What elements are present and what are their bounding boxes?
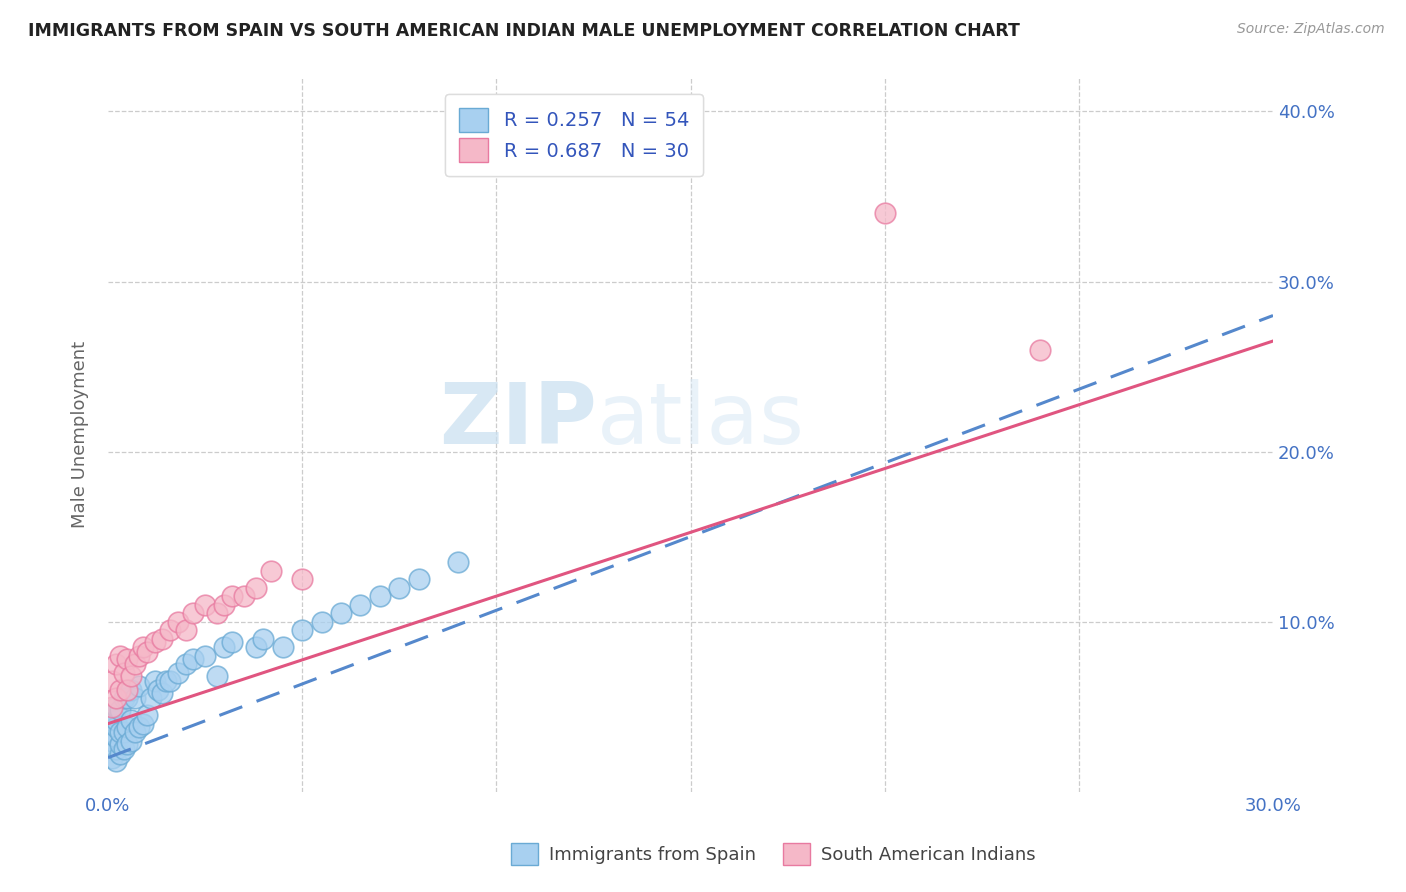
Point xyxy=(117,720,139,734)
Point xyxy=(330,606,353,620)
Point xyxy=(150,686,173,700)
Point xyxy=(205,669,228,683)
Legend: R = 0.257   N = 54, R = 0.687   N = 30: R = 0.257 N = 54, R = 0.687 N = 30 xyxy=(446,95,703,176)
Point xyxy=(128,720,150,734)
Point xyxy=(132,716,155,731)
Point xyxy=(112,742,135,756)
Point xyxy=(117,691,139,706)
Point xyxy=(232,589,254,603)
Point xyxy=(159,623,181,637)
Point xyxy=(124,691,146,706)
Point xyxy=(124,657,146,672)
Point xyxy=(349,598,371,612)
Point xyxy=(128,679,150,693)
Point xyxy=(148,682,170,697)
Point xyxy=(117,652,139,666)
Point xyxy=(214,640,236,655)
Point xyxy=(117,682,139,697)
Point xyxy=(135,645,157,659)
Point xyxy=(252,632,274,646)
Point xyxy=(221,635,243,649)
Point xyxy=(120,669,142,683)
Point xyxy=(174,623,197,637)
Point xyxy=(104,713,127,727)
Point xyxy=(143,674,166,689)
Point xyxy=(260,564,283,578)
Point xyxy=(108,725,131,739)
Point xyxy=(139,691,162,706)
Text: ZIP: ZIP xyxy=(440,379,598,462)
Point xyxy=(167,665,190,680)
Point xyxy=(104,720,127,734)
Point xyxy=(291,572,314,586)
Point xyxy=(108,747,131,762)
Text: Source: ZipAtlas.com: Source: ZipAtlas.com xyxy=(1237,22,1385,37)
Point xyxy=(183,606,205,620)
Point xyxy=(143,635,166,649)
Point xyxy=(155,674,177,689)
Point xyxy=(167,615,190,629)
Point xyxy=(150,632,173,646)
Point xyxy=(388,581,411,595)
Point xyxy=(104,731,127,745)
Point xyxy=(108,648,131,663)
Point xyxy=(101,733,124,747)
Point xyxy=(101,699,124,714)
Point xyxy=(112,691,135,706)
Point xyxy=(408,572,430,586)
Text: IMMIGRANTS FROM SPAIN VS SOUTH AMERICAN INDIAN MALE UNEMPLOYMENT CORRELATION CHA: IMMIGRANTS FROM SPAIN VS SOUTH AMERICAN … xyxy=(28,22,1019,40)
Point xyxy=(104,699,127,714)
Point xyxy=(194,648,217,663)
Point xyxy=(128,648,150,663)
Point xyxy=(271,640,294,655)
Point xyxy=(368,589,391,603)
Point xyxy=(108,682,131,697)
Point xyxy=(112,725,135,739)
Point xyxy=(159,674,181,689)
Point xyxy=(120,682,142,697)
Point xyxy=(112,665,135,680)
Point xyxy=(873,206,896,220)
Point xyxy=(1029,343,1052,357)
Y-axis label: Male Unemployment: Male Unemployment xyxy=(72,341,89,528)
Point xyxy=(183,652,205,666)
Point xyxy=(205,606,228,620)
Point xyxy=(291,623,314,637)
Legend: Immigrants from Spain, South American Indians: Immigrants from Spain, South American In… xyxy=(503,836,1043,872)
Point xyxy=(124,725,146,739)
Point xyxy=(446,555,468,569)
Point xyxy=(245,581,267,595)
Point xyxy=(221,589,243,603)
Point xyxy=(101,708,124,723)
Point xyxy=(108,703,131,717)
Point xyxy=(101,674,124,689)
Point xyxy=(214,598,236,612)
Point xyxy=(104,657,127,672)
Point xyxy=(120,713,142,727)
Point xyxy=(104,754,127,768)
Point xyxy=(120,733,142,747)
Point xyxy=(104,742,127,756)
Point xyxy=(104,691,127,706)
Point xyxy=(135,708,157,723)
Point xyxy=(117,737,139,751)
Point xyxy=(101,725,124,739)
Point xyxy=(174,657,197,672)
Point xyxy=(132,640,155,655)
Point xyxy=(245,640,267,655)
Point xyxy=(108,737,131,751)
Point xyxy=(101,750,124,764)
Point xyxy=(311,615,333,629)
Point xyxy=(194,598,217,612)
Text: atlas: atlas xyxy=(598,379,806,462)
Point xyxy=(101,716,124,731)
